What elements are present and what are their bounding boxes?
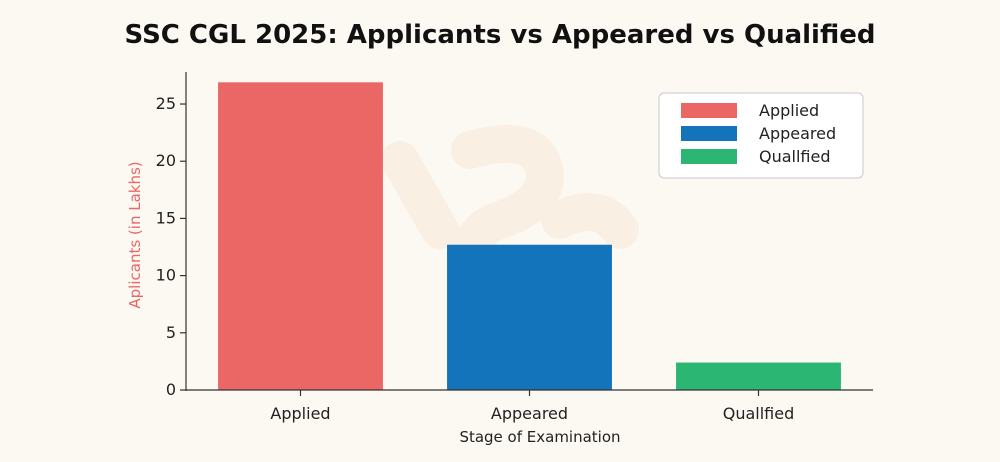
legend-swatch: [681, 126, 737, 141]
legend-label: Appeared: [759, 124, 836, 143]
x-axis-label: Stage of Examination: [459, 428, 620, 446]
legend-label: Quallfied: [759, 147, 831, 166]
y-tick-label: 15: [156, 208, 176, 227]
y-tick-label: 10: [156, 266, 176, 285]
legend-swatch: [681, 103, 737, 118]
bars-layer: [218, 82, 841, 390]
y-tick-label: 0: [166, 380, 176, 399]
y-tick-label: 25: [156, 94, 176, 113]
legend-label: Applied: [759, 101, 819, 120]
bar-quallfied: [676, 362, 841, 390]
y-tick-label: 5: [166, 323, 176, 342]
legend-swatch: [681, 149, 737, 164]
y-tick-label: 20: [156, 151, 176, 170]
x-tick-label: Quallfied: [723, 404, 795, 423]
chart-title: SSC CGL 2025: Applicants vs Appeared vs …: [124, 20, 876, 50]
y-axis-label: Aplicants (in Lakhs): [126, 161, 144, 308]
axes-layer: 0 5 10 15 20 25 Applied Appeared Quallfied: [156, 72, 873, 423]
watermark-logo: [381, 124, 639, 279]
x-tick-label: Appeared: [491, 404, 568, 423]
legend: Applied Appeared Quallfied: [658, 92, 864, 179]
x-tick-label: Applied: [270, 404, 330, 423]
bar-applied: [218, 82, 383, 390]
bar-appeared: [447, 244, 612, 390]
